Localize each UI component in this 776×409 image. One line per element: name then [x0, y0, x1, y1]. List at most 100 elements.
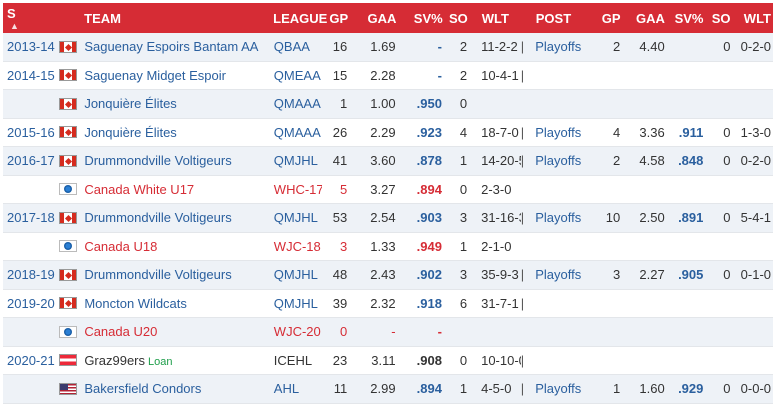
season-cell[interactable]: 2017-18 — [7, 210, 55, 226]
team-link[interactable]: Jonquière Élites — [84, 124, 177, 140]
loan-badge: Loan — [148, 355, 173, 368]
header-sv[interactable]: SV% — [413, 10, 443, 26]
season-cell[interactable]: 2016-17 — [7, 153, 55, 169]
gaa-cell: - — [391, 324, 396, 340]
playoffs-link[interactable]: Playoffs — [535, 381, 582, 397]
table-row: Jonquière Élites QMAAA 1 1.00 .950 0 — [3, 90, 773, 119]
league-link[interactable]: QBAA — [273, 39, 310, 55]
table-row: 2016-17 Drummondville Voltigeurs QMJHL 41 3.… — [3, 147, 773, 176]
team-link[interactable]: Moncton Wildcats — [84, 295, 187, 311]
team-link[interactable]: Saguenay Espoirs Bantam AA — [84, 39, 259, 55]
season-cell[interactable]: 2018-19 — [7, 267, 55, 283]
gp-cell: 53 — [332, 210, 348, 226]
team-link[interactable]: Canada U20 — [84, 324, 158, 340]
gp-cell: 0 — [340, 324, 348, 340]
separator: | — [520, 267, 525, 283]
header-post-so[interactable]: SO — [711, 10, 731, 26]
canada-flag-icon — [59, 297, 78, 310]
league-link[interactable]: AHL — [273, 381, 300, 397]
season-cell[interactable]: 2019-20 — [7, 295, 55, 311]
canada-flag-icon — [59, 154, 78, 167]
league-link[interactable]: QMJHL — [273, 267, 318, 283]
league-link[interactable]: QMJHL — [273, 153, 318, 169]
playoffs-link[interactable]: Playoffs — [535, 210, 582, 226]
so-cell: 3 — [459, 210, 468, 226]
canada-flag-icon — [59, 268, 78, 281]
league-link[interactable]: QMEAA — [273, 67, 321, 83]
header-gaa[interactable]: GAA — [367, 10, 397, 26]
sv-cell: .923 — [416, 124, 442, 140]
post-gp-cell: 10 — [605, 210, 621, 226]
post-gp-cell: 3 — [613, 267, 621, 283]
gp-cell: 5 — [340, 181, 348, 197]
season-cell[interactable]: 2020-21 — [7, 352, 55, 368]
playoffs-link[interactable]: Playoffs — [535, 153, 582, 169]
gaa-cell: 2.99 — [370, 381, 396, 397]
post-gp-cell: 2 — [613, 39, 621, 55]
league-link[interactable]: QMAAA — [273, 96, 321, 112]
header-post-sv[interactable]: SV% — [674, 10, 704, 26]
separator: | — [520, 153, 525, 169]
header-gp[interactable]: GP — [329, 10, 349, 26]
playoffs-link[interactable]: Playoffs — [535, 267, 582, 283]
team-link[interactable]: Saguenay Midget Espoir — [84, 67, 226, 83]
wlt-cell: 10-4-1 — [481, 67, 519, 83]
playoffs-link[interactable]: Playoffs — [535, 39, 582, 55]
so-cell: 1 — [459, 238, 468, 254]
playoffs-link[interactable]: Playoffs — [535, 124, 582, 140]
post-gaa-cell: 4.58 — [639, 153, 665, 169]
league-link[interactable]: QMAAA — [273, 124, 321, 140]
header-wlt[interactable]: WLT — [481, 10, 509, 26]
team-link[interactable]: Bakersfield Condors — [84, 381, 202, 397]
team-link[interactable]: Canada U18 — [84, 238, 158, 254]
header-season[interactable]: S ▲ — [3, 6, 59, 31]
league-link[interactable]: WJC-18 — [273, 238, 321, 254]
so-cell: 0 — [459, 96, 468, 112]
post-so-cell: 0 — [723, 381, 731, 397]
sort-icon[interactable]: ▲ — [10, 20, 19, 31]
header-so[interactable]: SO — [448, 10, 468, 26]
sv-cell: - — [437, 67, 442, 83]
league-link[interactable]: WHC-17 — [273, 181, 323, 197]
post-wlt-cell: 0-1-0 — [740, 267, 772, 283]
canada-flag-icon — [59, 97, 78, 110]
so-cell: 1 — [459, 153, 468, 169]
post-so-cell: 0 — [723, 39, 731, 55]
team-link[interactable]: Drummondville Voltigeurs — [84, 267, 232, 283]
header-post-wlt[interactable]: WLT — [743, 10, 771, 26]
sv-cell: .950 — [416, 96, 442, 112]
international-icon — [59, 183, 78, 196]
season-cell[interactable]: 2013-14 — [7, 39, 55, 55]
team-link[interactable]: Canada White U17 — [84, 181, 195, 197]
team-link[interactable]: Jonquière Élites — [84, 96, 177, 112]
so-cell: 2 — [459, 67, 468, 83]
separator: | — [520, 124, 525, 140]
league-link[interactable]: QMJHL — [273, 295, 318, 311]
header-post[interactable]: POST — [535, 10, 572, 26]
gp-cell: 1 — [340, 96, 348, 112]
post-gaa-cell: 2.27 — [639, 267, 665, 283]
team-link[interactable]: Drummondville Voltigeurs — [84, 153, 232, 169]
header-team[interactable]: TEAM — [84, 10, 121, 26]
separator: | — [520, 352, 525, 368]
table-row: 2013-14 Saguenay Espoirs Bantam AA QBAA 16 1… — [3, 33, 773, 62]
header-league[interactable]: LEAGUE — [273, 10, 328, 26]
wlt-cell: 10-10-0 — [481, 352, 521, 368]
season-cell[interactable]: 2014-15 — [7, 67, 55, 83]
league-link: ICEHL — [273, 352, 313, 368]
league-link[interactable]: WJC-20 — [273, 324, 321, 340]
so-cell: 6 — [459, 295, 468, 311]
league-link[interactable]: QMJHL — [273, 210, 318, 226]
gp-cell: 23 — [332, 352, 348, 368]
wlt-cell: 2-3-0 — [481, 181, 512, 197]
post-wlt-cell: 5-4-1 — [740, 210, 772, 226]
season-cell[interactable]: 2015-16 — [7, 124, 55, 140]
table-header: S ▲ TEAM LEAGUE GP GAA SV% SO WLT POST GP… — [3, 3, 773, 33]
team-link[interactable]: Drummondville Voltigeurs — [84, 210, 232, 226]
header-post-gaa[interactable]: GAA — [636, 10, 665, 26]
post-wlt-cell: 1-3-0 — [740, 124, 772, 140]
gp-cell: 48 — [332, 267, 348, 283]
wlt-cell: 31-16-3 — [481, 210, 521, 226]
header-post-gp[interactable]: GP — [601, 10, 621, 26]
so-cell: 1 — [459, 381, 468, 397]
